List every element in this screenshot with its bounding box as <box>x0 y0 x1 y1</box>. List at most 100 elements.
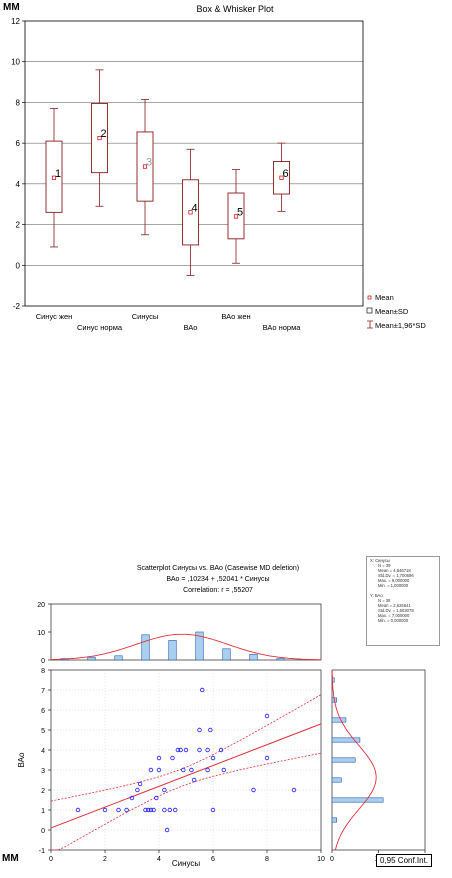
y-tick-label: -1 <box>39 848 45 855</box>
x-tick-label: 2 <box>103 856 107 863</box>
data-point <box>129 795 135 801</box>
data-point <box>197 747 202 753</box>
mean-marker <box>279 175 284 180</box>
stats_y-line: Std.Dv. = 1,603078 <box>378 608 414 613</box>
top-histogram-y-ticks: 0 10 20 <box>37 602 51 665</box>
y-tick-label: 3 <box>41 768 45 775</box>
data-point <box>145 807 151 813</box>
stats_x-line: Std.Dv. = 1,700596 <box>378 573 414 578</box>
data-point <box>199 687 205 693</box>
legend-sd-label: Mean±SD <box>375 307 409 316</box>
top-histogram-bars <box>50 631 321 661</box>
data-point <box>124 807 129 813</box>
legend-mean-label: Mean <box>375 293 394 302</box>
stats_x-line: Max. = 9,000000 <box>378 578 410 583</box>
data-point <box>197 727 202 733</box>
stats_y-line: Y: ВАо <box>370 593 383 598</box>
scatter-x-ticks: 0 2 4 6 8 10 <box>49 850 325 863</box>
data-point <box>164 827 170 833</box>
data-point <box>189 767 194 773</box>
data-point <box>178 747 183 753</box>
x-category-label: Синус норма <box>77 323 123 332</box>
legend: Mean Mean±SD Mean±1,96*SD <box>366 293 426 330</box>
box-group-6: 6 <box>273 142 290 212</box>
sd-box <box>273 161 290 195</box>
y-tick-label: 5 <box>41 728 45 735</box>
data-point <box>183 747 189 753</box>
mean-marker <box>233 214 239 219</box>
stats_y-line: Max. = 7,000000 <box>378 613 410 618</box>
conf-int-label: 0,95 Conf.Int. <box>376 854 433 867</box>
y-axis-ticks: -2 0 2 4 6 8 10 12 <box>11 17 25 311</box>
scatter-correlation: Correlation: r = ,55207 <box>183 587 253 594</box>
y-tick-label: 6 <box>41 708 45 715</box>
x-tick-label: 6 <box>211 856 215 863</box>
data-point <box>210 755 216 761</box>
data-point <box>205 767 210 773</box>
y-tick-label: 20 <box>37 602 45 609</box>
chart-title: Box & Whisker Plot <box>196 4 274 14</box>
stats_x-line: X: Синусы <box>370 558 390 563</box>
right-histogram-bars <box>331 670 384 851</box>
stats_y-line: Mean = 2,625641 <box>378 603 411 608</box>
y-tick-label: 2 <box>16 221 21 230</box>
top-histogram-bar <box>195 631 204 661</box>
x-category-label: ВАо <box>184 323 198 332</box>
y-tick-label: 8 <box>16 98 21 107</box>
top-histogram-frame <box>50 603 322 661</box>
right-histogram-bar <box>331 817 337 823</box>
sd-box <box>227 192 245 240</box>
scatter-title: Scatterplot Синусы vs. ВАо (Casewise MD … <box>137 565 299 572</box>
stats_x-line: Min. = 1,000000 <box>378 583 409 588</box>
x-tick-label: 0 <box>330 856 334 863</box>
scatter-points <box>75 687 297 833</box>
top-histogram-bar <box>141 634 150 661</box>
y-axis-label: ВАо <box>17 752 26 767</box>
data-point <box>75 807 81 813</box>
right-histogram-bar <box>331 737 361 743</box>
box-group-1: 1 <box>45 108 63 248</box>
top-histogram-bar <box>87 656 96 661</box>
data-point <box>167 807 172 813</box>
data-point <box>143 807 148 813</box>
unit-label-bottom: ММ <box>2 853 19 864</box>
scatterplot-chart: Scatterplot Синусы vs. ВАо (Casewise MD … <box>17 565 429 868</box>
scatter-grid <box>51 670 321 850</box>
right-histogram-bar <box>331 757 356 763</box>
y-tick-label: 12 <box>11 17 20 26</box>
data-point <box>151 807 156 813</box>
data-point <box>251 787 256 793</box>
top-histogram-bar <box>168 640 177 661</box>
top-histogram-bar <box>114 655 123 661</box>
data-point <box>205 747 210 753</box>
data-point <box>221 767 226 773</box>
y-tick-label: 10 <box>11 58 20 67</box>
data-point <box>148 767 154 773</box>
data-point <box>156 755 162 761</box>
sd-box <box>45 140 63 213</box>
confidence-band-lower <box>51 752 322 851</box>
stats_y-line: N = 38 <box>378 598 391 603</box>
y-tick-label: 8 <box>41 668 45 675</box>
data-point <box>191 777 197 783</box>
scatterplot-panel: Scatterplot Синусы vs. ВАо (Casewise MD … <box>0 548 452 873</box>
x-axis-label: Синусы <box>172 859 201 868</box>
x-category-label: ВАо жен <box>221 312 250 321</box>
box-number: 6 <box>283 168 289 180</box>
mean-marker <box>97 136 102 141</box>
data-point <box>208 727 213 733</box>
x-tick-label: 10 <box>317 856 325 863</box>
data-point <box>162 807 167 813</box>
stats_x-line: Mean = 4,846718 <box>378 568 411 573</box>
data-point <box>116 807 121 813</box>
box-number: 3 <box>146 157 152 169</box>
top-histogram-bar <box>276 658 285 661</box>
y-tick-label: 1 <box>41 808 45 815</box>
right-histogram-bar <box>331 777 342 783</box>
data-point <box>154 795 159 801</box>
box-number: 1 <box>55 168 61 180</box>
scatter-frame <box>50 669 322 851</box>
mean-marker <box>188 210 193 215</box>
data-point <box>175 747 181 753</box>
top-histogram-bar <box>249 654 258 661</box>
